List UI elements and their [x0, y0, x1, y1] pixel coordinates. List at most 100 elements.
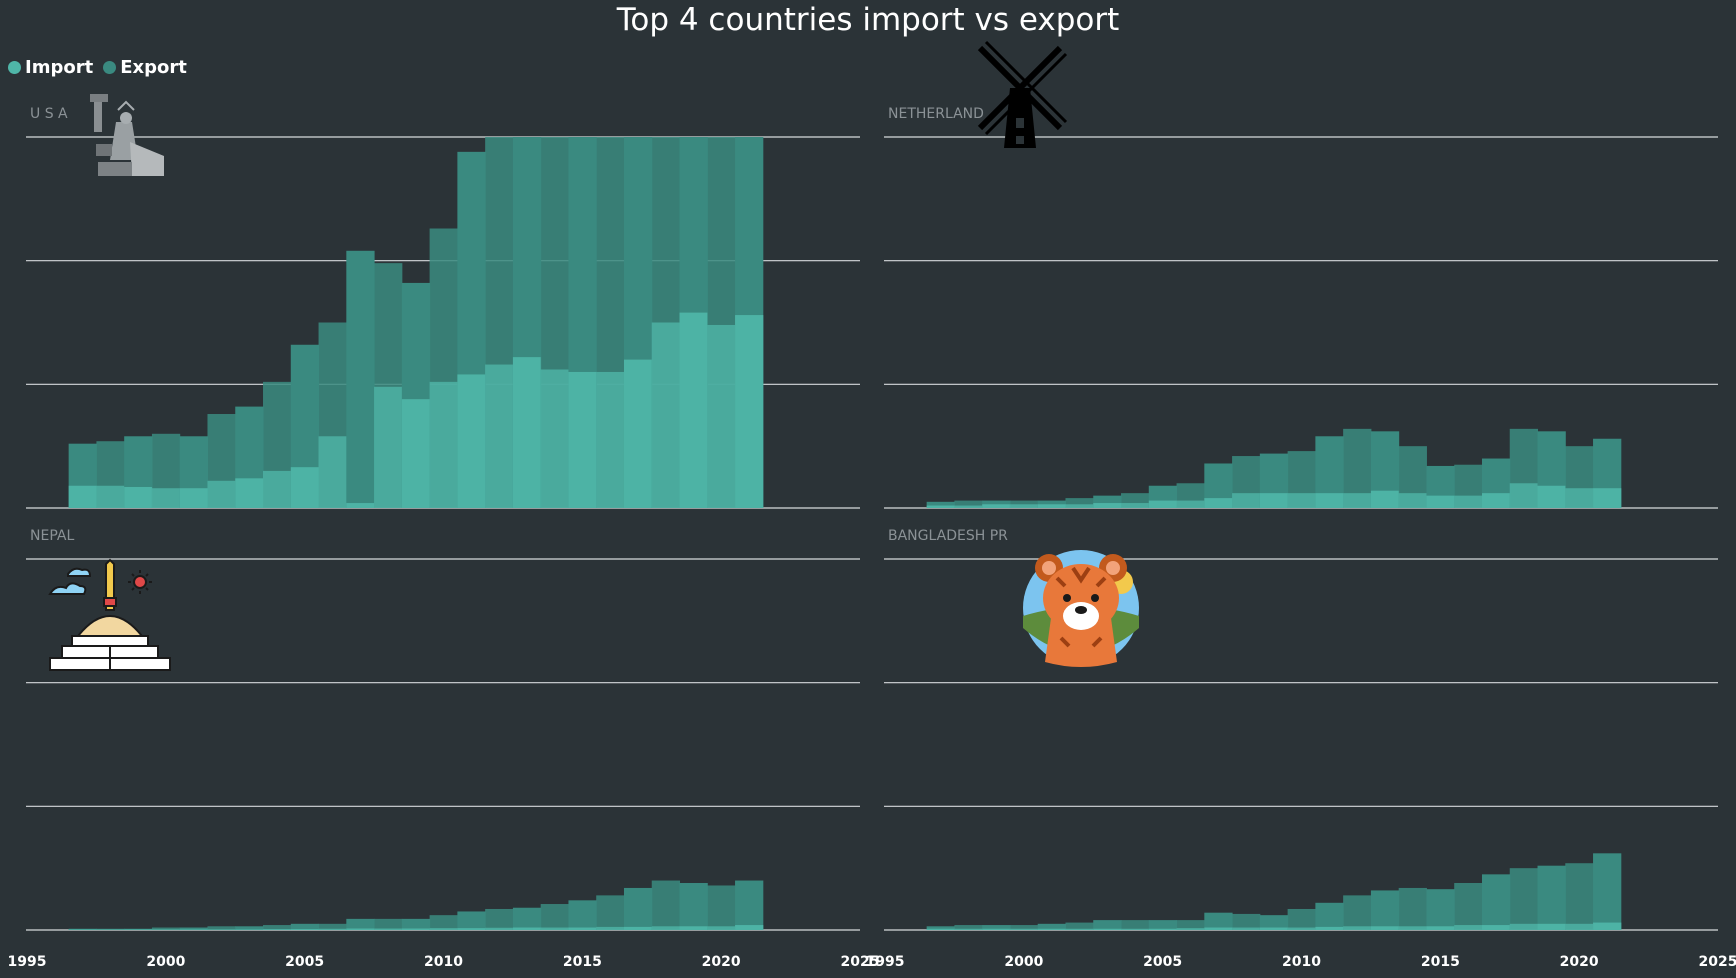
bar-import[interactable] — [1148, 928, 1178, 930]
bar-export[interactable] — [1398, 887, 1427, 930]
bar-export[interactable] — [1232, 913, 1261, 930]
bar-import[interactable] — [1454, 495, 1483, 508]
bar-export[interactable] — [651, 880, 681, 930]
bar-import[interactable] — [457, 374, 486, 508]
bar-import[interactable] — [124, 929, 153, 930]
bar-import[interactable] — [1037, 928, 1066, 930]
bar-import[interactable] — [1009, 928, 1039, 930]
bar-export[interactable] — [596, 895, 625, 930]
bar-import[interactable] — [651, 322, 681, 509]
bar-export[interactable] — [982, 500, 1011, 508]
bar-import[interactable] — [96, 929, 125, 930]
bar-export[interactable] — [568, 900, 597, 930]
bar-export[interactable] — [485, 908, 514, 930]
bar-export[interactable] — [1176, 920, 1205, 930]
bar-import[interactable] — [1398, 926, 1427, 930]
bar-import[interactable] — [512, 357, 542, 508]
bar-export[interactable] — [207, 926, 236, 930]
bar-import[interactable] — [318, 928, 347, 930]
bar-import[interactable] — [263, 470, 292, 508]
bar-import[interactable] — [401, 928, 431, 930]
bar-export[interactable] — [1037, 923, 1066, 930]
bar-export[interactable] — [1037, 500, 1066, 508]
bar-import[interactable] — [346, 928, 375, 930]
bar-export[interactable] — [374, 918, 403, 930]
legend-item-import[interactable]: Import — [8, 57, 93, 78]
bar-export[interactable] — [1343, 895, 1372, 930]
bar-export[interactable] — [1370, 890, 1400, 930]
bar-import[interactable] — [1093, 928, 1122, 930]
bar-import[interactable] — [568, 371, 597, 508]
bar-import[interactable] — [263, 929, 292, 930]
bar-import[interactable] — [1287, 493, 1316, 508]
bar-import[interactable] — [1426, 495, 1455, 508]
bar-import[interactable] — [1315, 493, 1344, 508]
bar-export[interactable] — [1593, 853, 1622, 930]
bar-export[interactable] — [540, 904, 569, 930]
bar-import[interactable] — [1232, 493, 1261, 508]
bar-export[interactable] — [457, 911, 486, 930]
bar-export[interactable] — [982, 925, 1011, 930]
bar-import[interactable] — [596, 371, 625, 508]
bar-export[interactable] — [235, 926, 264, 930]
bar-export[interactable] — [512, 907, 542, 930]
bar-import[interactable] — [207, 929, 236, 930]
bar-import[interactable] — [540, 369, 569, 508]
bar-export[interactable] — [1093, 920, 1122, 930]
bar-export[interactable] — [1148, 920, 1178, 930]
bar-export[interactable] — [263, 925, 292, 930]
bar-import[interactable] — [96, 485, 125, 508]
bar-import[interactable] — [457, 928, 486, 930]
bar-import[interactable] — [124, 486, 153, 508]
bar-export[interactable] — [1204, 912, 1233, 930]
bar-export[interactable] — [1454, 883, 1483, 930]
bar-import[interactable] — [1509, 923, 1539, 930]
bar-import[interactable] — [623, 926, 653, 930]
bar-export[interactable] — [346, 250, 375, 509]
bar-export[interactable] — [1009, 500, 1039, 508]
bar-import[interactable] — [623, 359, 653, 508]
bar-export[interactable] — [954, 500, 983, 508]
bar-import[interactable] — [735, 315, 764, 508]
bar-import[interactable] — [68, 485, 97, 508]
bar-import[interactable] — [1259, 493, 1289, 508]
bar-import[interactable] — [1315, 926, 1344, 930]
bar-export[interactable] — [926, 926, 955, 930]
bar-import[interactable] — [982, 504, 1011, 508]
bar-import[interactable] — [1343, 926, 1372, 930]
bar-import[interactable] — [1593, 488, 1622, 508]
bar-import[interactable] — [1065, 504, 1094, 508]
bar-import[interactable] — [429, 928, 458, 930]
bar-export[interactable] — [1509, 868, 1539, 930]
bar-export[interactable] — [926, 501, 955, 508]
bar-import[interactable] — [290, 929, 320, 930]
bar-import[interactable] — [151, 488, 181, 508]
bar-import[interactable] — [1287, 927, 1316, 930]
bar-import[interactable] — [429, 381, 458, 508]
bar-import[interactable] — [346, 503, 375, 508]
bar-import[interactable] — [1093, 503, 1122, 508]
bar-export[interactable] — [290, 923, 320, 930]
bar-import[interactable] — [374, 928, 403, 930]
bar-import[interactable] — [1565, 923, 1594, 930]
bar-import[interactable] — [235, 929, 264, 930]
bar-export[interactable] — [318, 923, 347, 930]
bar-import[interactable] — [1037, 504, 1066, 508]
bar-export[interactable] — [1009, 925, 1039, 930]
bar-import[interactable] — [735, 925, 764, 930]
bar-export[interactable] — [623, 887, 653, 930]
bar-import[interactable] — [568, 927, 597, 930]
bar-import[interactable] — [1509, 483, 1539, 508]
bar-import[interactable] — [68, 929, 97, 930]
bar-import[interactable] — [374, 386, 403, 508]
bar-export[interactable] — [346, 918, 375, 930]
bar-import[interactable] — [1121, 928, 1150, 930]
bar-export[interactable] — [1315, 902, 1344, 930]
bar-import[interactable] — [512, 927, 542, 930]
bar-import[interactable] — [179, 929, 208, 930]
bar-import[interactable] — [1370, 490, 1400, 508]
bar-export[interactable] — [1481, 874, 1511, 930]
bar-import[interactable] — [651, 926, 681, 930]
bar-import[interactable] — [596, 926, 625, 930]
bar-import[interactable] — [318, 436, 347, 508]
